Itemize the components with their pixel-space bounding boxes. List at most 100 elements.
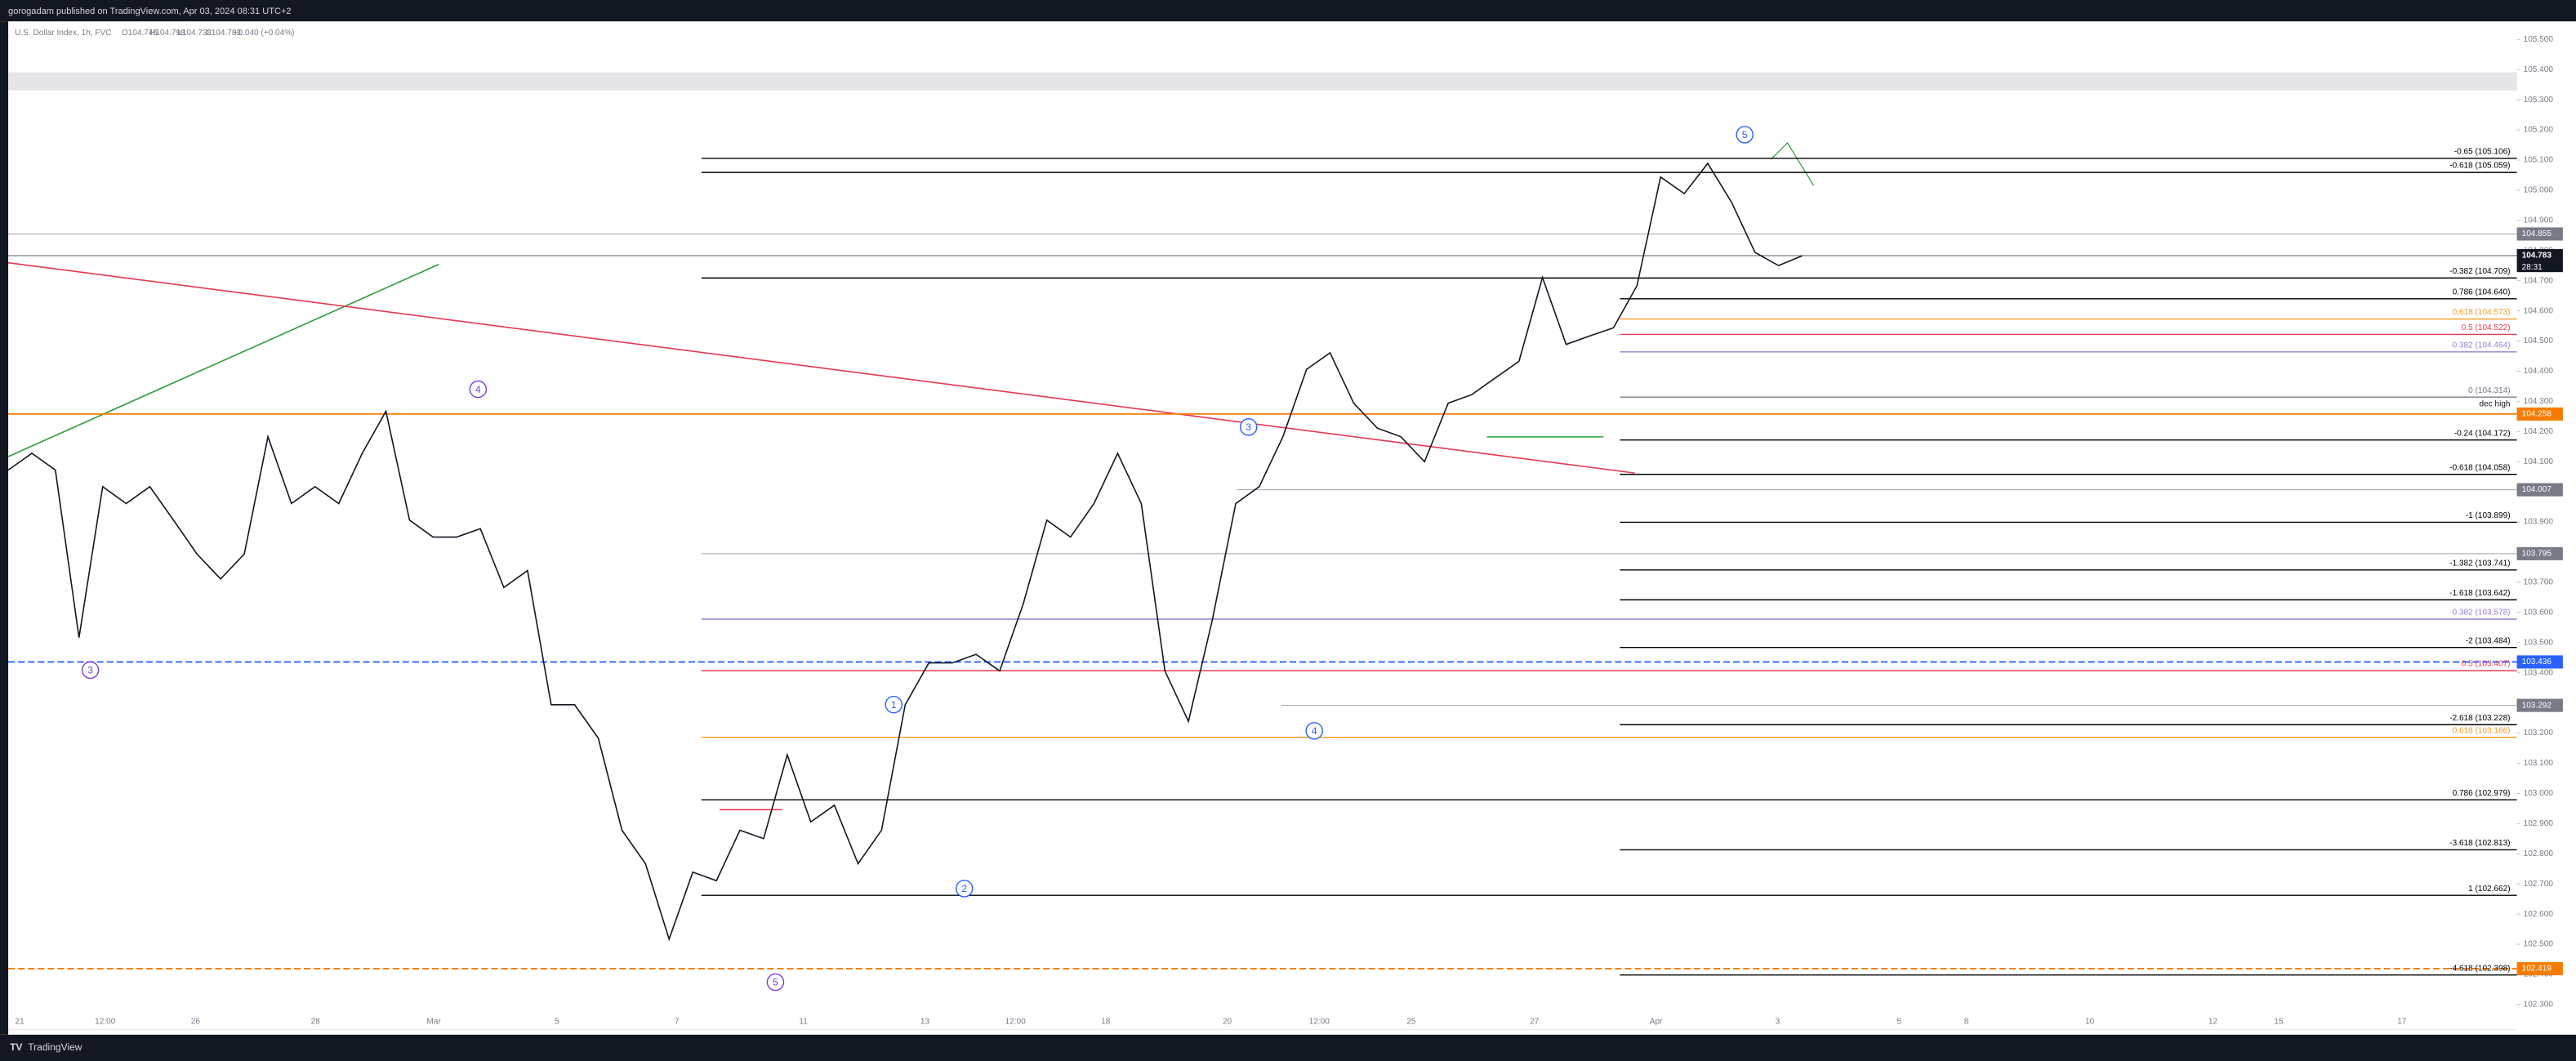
x-tick-label: 5 <box>1896 1017 1901 1026</box>
legend-value: +0.040 (+0.04%) <box>234 29 295 38</box>
wave-label: 4 <box>1312 725 1317 737</box>
fib-level-label: -0.382 (104.709) <box>2449 267 2510 276</box>
x-tick-label: 27 <box>1530 1017 1540 1026</box>
x-tick-label: 12 <box>2208 1017 2218 1026</box>
trend-line <box>7 261 1635 474</box>
x-tick-label: 11 <box>799 1017 808 1026</box>
x-tick-label: 26 <box>191 1017 201 1026</box>
fib-level-label: -2.618 (103.228) <box>2449 714 2510 723</box>
x-tick-label: Apr <box>1650 1017 1663 1026</box>
x-tick-label: 25 <box>1406 1017 1416 1026</box>
wave-label: 1 <box>891 699 897 711</box>
y-tick-label: 103.000 <box>2524 789 2554 798</box>
y-tick-label: 102.300 <box>2524 1001 2554 1010</box>
wave-label: 3 <box>87 665 93 676</box>
wave-circle <box>1736 126 1754 144</box>
y-tick-label: 103.600 <box>2524 609 2554 617</box>
x-tick-label: 8 <box>1964 1017 1969 1026</box>
price-tag-label: 103.436 <box>2522 658 2552 666</box>
x-tick-label: 18 <box>1101 1017 1111 1026</box>
x-tick-label: 3 <box>1776 1017 1780 1026</box>
wave-label: 5 <box>773 977 778 988</box>
price-tag <box>2516 407 2563 421</box>
fib-level-label: 0.5 (103.407) <box>2462 660 2511 669</box>
price-tag-label: 104.258 <box>2522 410 2552 419</box>
y-tick-label: 105.100 <box>2524 156 2554 165</box>
price-tag-label: 104.783 <box>2522 252 2552 261</box>
y-tick-label: 104.700 <box>2524 276 2554 285</box>
fib-level-label: -1.382 (103.741) <box>2449 559 2510 568</box>
y-tick-label: 104.300 <box>2524 397 2554 406</box>
wave-circle <box>1239 418 1258 436</box>
countdown: 28:31 <box>2522 263 2543 272</box>
fib-level-label: -0.618 (105.059) <box>2449 162 2510 171</box>
fib-level-label: -0.65 (105.106) <box>2454 147 2511 156</box>
y-tick-label: 103.500 <box>2524 638 2554 647</box>
projection <box>1770 141 1815 186</box>
price-tag-label: 103.292 <box>2522 701 2552 710</box>
bottom-bar <box>0 1034 2576 1061</box>
price-tag <box>2516 483 2563 497</box>
price-tag-label: 103.795 <box>2522 550 2552 559</box>
price-tag <box>2516 961 2563 976</box>
wave-label: 3 <box>1246 421 1251 433</box>
price-tag-label: 102.419 <box>2522 965 2552 974</box>
legend-value: L104.738 <box>177 29 212 38</box>
price-tag <box>2516 546 2563 560</box>
wave-circle <box>955 880 974 898</box>
fib-level-label: -0.618 (104.058) <box>2449 463 2510 472</box>
brand-logo: TV <box>10 1041 22 1053</box>
fib-level-label: 0.382 (103.578) <box>2453 609 2511 617</box>
wave-label: 2 <box>961 883 967 894</box>
y-tick-label: 104.100 <box>2524 457 2554 466</box>
fib-level-label: -4.618 (102.398) <box>2449 964 2510 973</box>
wave-circle <box>469 380 488 399</box>
publisher: gorogadam published on TradingView.com, … <box>8 7 292 16</box>
fib-level-label: -1.618 (103.642) <box>2449 589 2510 598</box>
x-tick-label: 10 <box>2085 1017 2095 1026</box>
y-tick-label: 104.600 <box>2524 306 2554 315</box>
wave-circle <box>81 661 100 680</box>
fib-level-label: 0.5 (104.522) <box>2462 323 2511 332</box>
y-tick-label: 105.500 <box>2524 35 2554 44</box>
y-tick-label: 104.200 <box>2524 427 2554 436</box>
left-border <box>0 21 9 1035</box>
wave-label: 5 <box>1742 129 1748 140</box>
y-tick-label: 102.900 <box>2524 819 2554 828</box>
price-tag <box>2516 227 2563 241</box>
annotation: dec high <box>2480 399 2511 408</box>
legend-value: H104.798 <box>149 29 185 38</box>
legend-value: O104.745 <box>122 29 158 38</box>
top-bar <box>0 0 2576 22</box>
y-tick-label: 102.800 <box>2524 849 2554 858</box>
fib-level-label: -2 (103.484) <box>2466 636 2511 645</box>
y-tick-label: 103.200 <box>2524 729 2554 738</box>
y-tick-label: 105.000 <box>2524 186 2554 195</box>
fib-level-label: 1 (102.662) <box>2468 885 2510 894</box>
y-tick-label: 105.300 <box>2524 96 2554 105</box>
fib-level-label: -0.24 (104.172) <box>2454 429 2511 438</box>
x-tick-label: 15 <box>2274 1017 2284 1026</box>
fib-level-label: 0.618 (103.186) <box>2453 726 2511 735</box>
legend-title: U.S. Dollar Index, 1h, FVC <box>15 29 111 38</box>
y-tick-label: 104.500 <box>2524 337 2554 345</box>
fib-level-label: -1 (103.899) <box>2466 511 2511 520</box>
price-tag <box>2516 655 2563 669</box>
wave-circle <box>885 695 903 714</box>
y-tick-label: 103.900 <box>2524 518 2554 527</box>
wave-circle <box>1305 722 1323 740</box>
x-tick-label: 13 <box>920 1017 930 1026</box>
price-line-series <box>7 162 1803 942</box>
legend-value: C104.783 <box>205 29 241 38</box>
fib-level-label: -3.618 (102.813) <box>2449 839 2510 848</box>
x-tick-label: 7 <box>675 1017 680 1026</box>
brand[interactable]: TradingView <box>28 1041 82 1053</box>
y-tick-label: 102.700 <box>2524 880 2554 889</box>
y-tick-label: 103.400 <box>2524 668 2554 677</box>
y-tick-label: 105.200 <box>2524 126 2554 135</box>
x-tick-label: 12:00 <box>1005 1017 1027 1026</box>
x-tick-label: 12:00 <box>1309 1017 1330 1026</box>
wave-circle <box>766 973 785 992</box>
fib-level-label: 0.618 (104.573) <box>2453 308 2511 317</box>
